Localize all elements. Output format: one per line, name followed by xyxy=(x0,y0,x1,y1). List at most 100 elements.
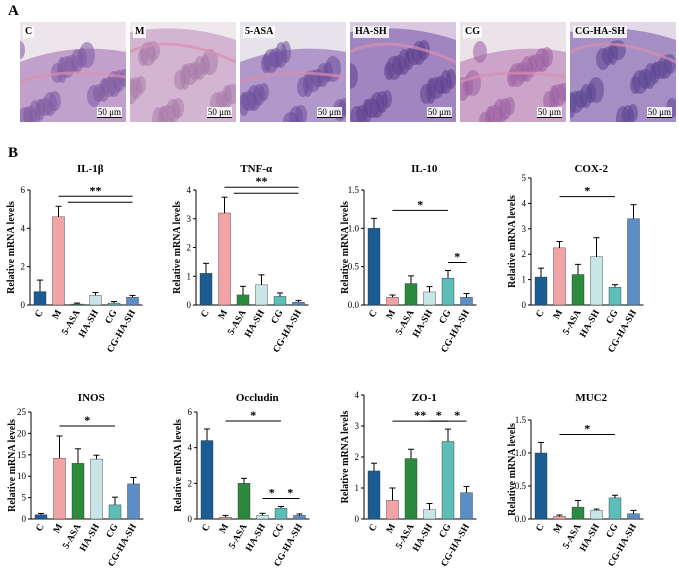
x-tick-label: C xyxy=(35,522,47,533)
y-tick-label: 4 xyxy=(21,223,26,233)
y-tick-label: 1 xyxy=(355,483,360,493)
y-tick-label: 0 xyxy=(21,300,26,310)
y-tick-label: 0.5 xyxy=(515,481,527,491)
bar xyxy=(404,283,418,306)
micrograph-label: HA-SH xyxy=(353,26,389,38)
significance-label: * xyxy=(269,486,275,500)
bar xyxy=(571,506,585,520)
y-axis-label: Relative mRNA levels xyxy=(340,411,351,504)
y-axis-label: Relative mRNA levels xyxy=(7,419,18,512)
x-tick-label: C xyxy=(368,308,380,319)
y-tick-label: 0.5 xyxy=(348,262,360,272)
bar xyxy=(627,513,640,520)
chart-title: COX-2 xyxy=(574,163,608,175)
significance-label: * xyxy=(417,197,423,211)
bar xyxy=(627,218,640,306)
significance-label: * xyxy=(287,486,293,500)
y-tick-label: 3 xyxy=(187,214,192,224)
y-axis-label: Relative mRNA levels xyxy=(6,201,17,294)
bar xyxy=(126,297,139,306)
bar xyxy=(367,470,381,520)
y-tick-label: 3 xyxy=(522,224,527,234)
y-tick-label: 5 xyxy=(22,493,27,503)
x-tick-label: M xyxy=(385,522,398,535)
bar xyxy=(237,483,251,520)
y-tick-label: 0.0 xyxy=(515,514,527,524)
bar xyxy=(90,458,103,520)
x-tick-label: CG xyxy=(605,308,621,326)
micrograph-label: M xyxy=(133,26,147,38)
scale-bar-label: 50 μm xyxy=(316,107,342,118)
y-axis-label: Relative mRNA levels xyxy=(507,195,518,288)
significance-label: * xyxy=(454,408,460,422)
bar xyxy=(534,276,548,306)
x-tick-label: M xyxy=(52,522,65,535)
chart-title: MUC2 xyxy=(575,392,607,404)
y-tick-label: 6 xyxy=(188,407,193,417)
bar xyxy=(423,291,436,306)
bar xyxy=(107,302,121,306)
bar xyxy=(108,504,122,520)
scale-bar-label: 50 μm xyxy=(426,107,452,118)
significance-label: * xyxy=(250,408,256,422)
tissue-image xyxy=(240,41,346,122)
significance-label: * xyxy=(584,184,590,198)
y-tick-label: 0 xyxy=(355,514,360,524)
bar xyxy=(460,492,473,520)
y-tick-label: 1 xyxy=(187,271,192,281)
x-tick-label: M xyxy=(217,308,230,321)
micrograph-tile: C 50 μm xyxy=(20,22,126,122)
significance-label: ** xyxy=(414,408,426,422)
chart-title: ZO-1 xyxy=(412,392,437,404)
significance-label: * xyxy=(84,413,90,427)
y-tick-label: 0.0 xyxy=(348,300,360,310)
x-tick-label: M xyxy=(552,522,565,535)
bar xyxy=(441,277,455,306)
bar xyxy=(236,294,250,306)
micrograph-tile: HA-SH 50 μm xyxy=(350,22,456,122)
micrograph-tile: CG 50 μm xyxy=(460,22,566,122)
y-tick-label: 2 xyxy=(522,249,527,259)
bar xyxy=(34,514,48,520)
y-tick-label: 0 xyxy=(188,514,193,524)
x-tick-label: CG xyxy=(271,522,287,540)
bar xyxy=(441,441,455,520)
y-tick-label: 10 xyxy=(17,471,27,481)
tissue-image xyxy=(460,41,566,122)
bar xyxy=(200,440,214,520)
x-tick-label: C xyxy=(535,308,547,319)
bar xyxy=(89,295,102,306)
bar xyxy=(590,510,603,520)
y-tick-label: 1 xyxy=(522,275,527,285)
bar xyxy=(33,291,47,306)
y-tick-label: 2 xyxy=(187,243,192,253)
chart-title: Occludin xyxy=(236,392,279,404)
chart-title: TNF-α xyxy=(240,163,273,175)
bar xyxy=(273,296,287,306)
x-tick-label: C xyxy=(200,308,212,319)
y-tick-label: 3 xyxy=(355,421,360,431)
y-tick-label: 5 xyxy=(522,173,527,183)
bar xyxy=(534,452,548,520)
significance-label: * xyxy=(584,421,590,435)
bar xyxy=(571,274,585,306)
micrograph-tile: CG-HA-SH 50 μm xyxy=(570,22,676,122)
chart-title: IL-10 xyxy=(411,163,438,175)
bar xyxy=(274,508,288,520)
micrograph-tile: M 50 μm xyxy=(130,22,236,122)
bar xyxy=(423,509,436,520)
y-axis-label: Relative mRNA levels xyxy=(173,419,184,512)
tissue-image xyxy=(130,28,236,122)
y-tick-label: 2 xyxy=(188,478,193,488)
y-axis-label: Relative mRNA levels xyxy=(507,423,518,516)
bar xyxy=(256,515,269,520)
y-tick-label: 1.5 xyxy=(348,185,360,195)
y-tick-label: 25 xyxy=(17,407,27,417)
bar xyxy=(53,458,66,520)
bar xyxy=(367,228,381,306)
micrograph-tile: 5-ASA 50 μm xyxy=(240,22,346,122)
scale-bar-label: 50 μm xyxy=(536,107,562,118)
bar xyxy=(404,458,418,520)
scale-bar-label: 50 μm xyxy=(646,107,672,118)
scale-bar-label: 50 μm xyxy=(96,107,122,118)
